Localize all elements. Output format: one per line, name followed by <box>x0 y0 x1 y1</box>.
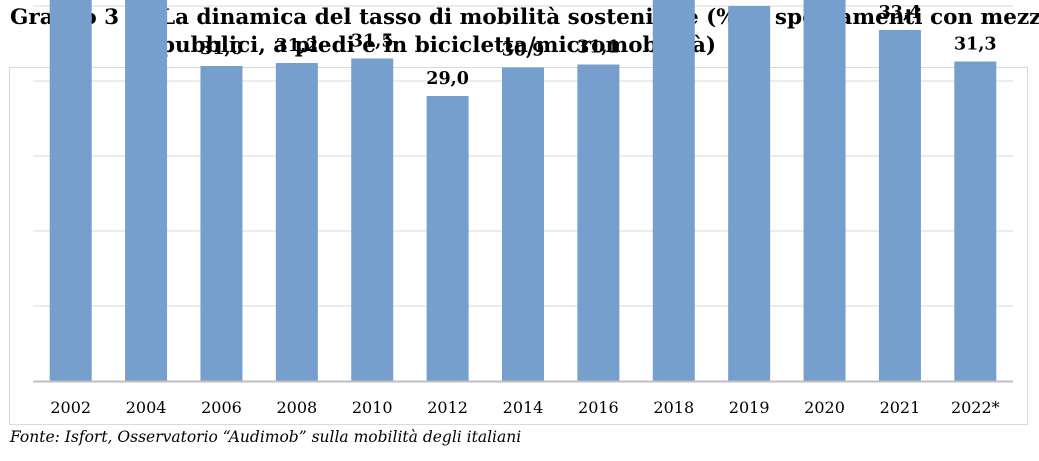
bar-2018 <box>652 0 695 381</box>
bar-2022* <box>954 61 997 381</box>
x-tick-2020: 2020 <box>804 398 845 417</box>
x-tick-2019: 2019 <box>729 398 770 417</box>
data-label-2012: 29,0 <box>426 69 469 89</box>
x-tick-2016: 2016 <box>578 398 619 417</box>
bar-2014 <box>502 67 544 381</box>
x-tick-2008: 2008 <box>276 398 317 417</box>
chart-title: Grafico 3 –La dinamica del tasso di mobi… <box>10 4 1039 60</box>
x-tick-2018: 2018 <box>653 398 694 417</box>
bar-2002 <box>49 0 92 381</box>
bars <box>49 0 997 381</box>
bar-2021 <box>878 30 921 381</box>
data-label-2021: 33,4 <box>879 3 922 23</box>
title-line-1: Grafico 3 –La dinamica del tasso di mobi… <box>10 4 1039 32</box>
x-tick-2004: 2004 <box>126 398 167 417</box>
x-tick-2006: 2006 <box>201 398 242 417</box>
data-label-2008: 31,2 <box>276 36 319 56</box>
x-tick-2021: 2021 <box>880 398 921 417</box>
bar-2016 <box>577 64 620 381</box>
x-tick-2022*: 2022* <box>951 398 1000 417</box>
x-tick-2012: 2012 <box>427 398 468 417</box>
data-label-2014: 30,9 <box>502 41 545 61</box>
data-label-2010: 31,5 <box>351 32 394 52</box>
bar-2020 <box>803 0 846 381</box>
title-line-2: pubblici, a piedi e in bicicletta/microm… <box>160 33 717 58</box>
data-label-2022*: 31,3 <box>954 35 997 55</box>
data-labels: 37,236,231,031,231,529,030,931,137,135,0… <box>200 3 997 89</box>
source-note: Fonte: Isfort, Osservatorio “Audimob” su… <box>10 428 522 446</box>
bar-2012 <box>426 96 469 381</box>
bar-2010 <box>351 58 394 381</box>
x-tick-labels: 2002 2004 2006 2008 2010 2012 2014 2016 2018 2019… <box>50 398 999 417</box>
x-tick-2014: 2014 <box>503 398 544 417</box>
bar-2019 <box>728 6 771 381</box>
data-label-2006: 31,0 <box>200 39 243 59</box>
title-text-1: La dinamica del tasso di mobilità sosten… <box>160 5 1039 30</box>
bar-2008 <box>275 63 318 381</box>
data-label-2016: 31,1 <box>577 38 620 58</box>
x-tick-2002: 2002 <box>50 398 91 417</box>
x-tick-2010: 2010 <box>352 398 393 417</box>
bar-2004 <box>125 0 168 381</box>
bar-2006 <box>200 66 243 381</box>
